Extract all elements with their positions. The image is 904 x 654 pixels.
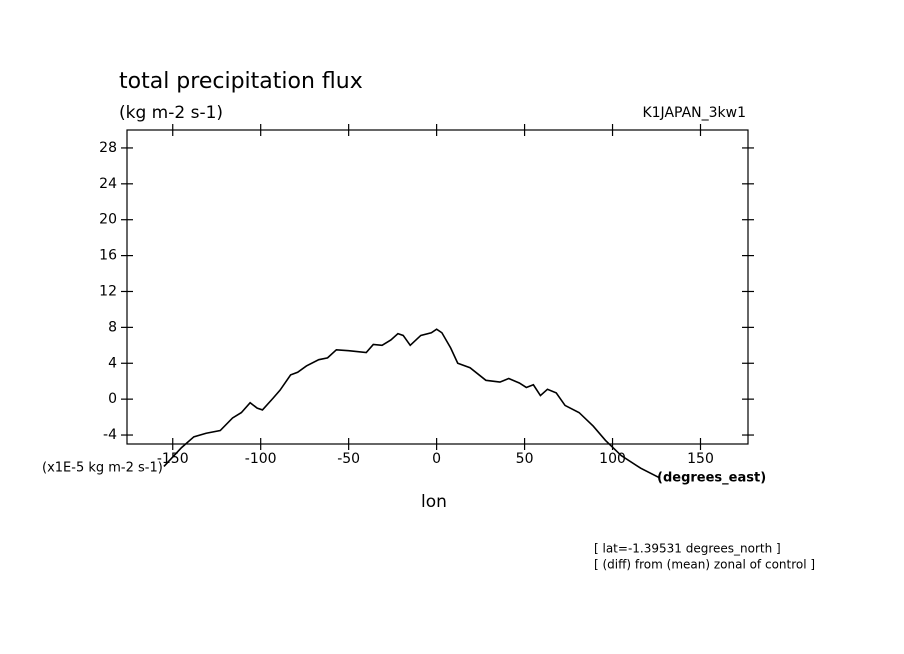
chart-title: total precipitation flux [119, 69, 363, 94]
dataset-label: K1JAPAN_3kw1 [642, 105, 746, 121]
x-tick-label: 0 [432, 451, 441, 467]
y-units: (x1E-5 kg m-2 s-1) [42, 461, 163, 476]
y-tick-label: -4 [103, 427, 117, 443]
plot-frame [126, 129, 749, 445]
y-tick-label: 28 [99, 140, 117, 156]
x-label: lon [421, 492, 447, 512]
x-tick-label: -100 [245, 451, 277, 467]
x-tick-label: 150 [687, 451, 714, 467]
y-tick-label: 24 [99, 176, 117, 192]
note: [ (diff) from (mean) zonal of control ] [594, 558, 815, 572]
x-tick-label: 50 [516, 451, 534, 467]
y-tick-label: 12 [99, 283, 117, 299]
y-tick-label: 20 [99, 212, 117, 228]
x-units: (degrees_east) [657, 471, 766, 486]
y-tick-label: 0 [108, 391, 117, 407]
x-tick-label: -150 [157, 451, 189, 467]
y-tick-label: 8 [108, 319, 117, 335]
x-tick-label: 100 [599, 451, 626, 467]
note: [ lat=-1.39531 degrees_north ] [594, 542, 781, 556]
chart-subtitle: (kg m-2 s-1) [119, 103, 223, 123]
y-tick-label: 16 [99, 248, 117, 264]
x-tick-label: -50 [337, 451, 360, 467]
y-tick-label: 4 [108, 355, 117, 371]
data-line [163, 328, 661, 479]
